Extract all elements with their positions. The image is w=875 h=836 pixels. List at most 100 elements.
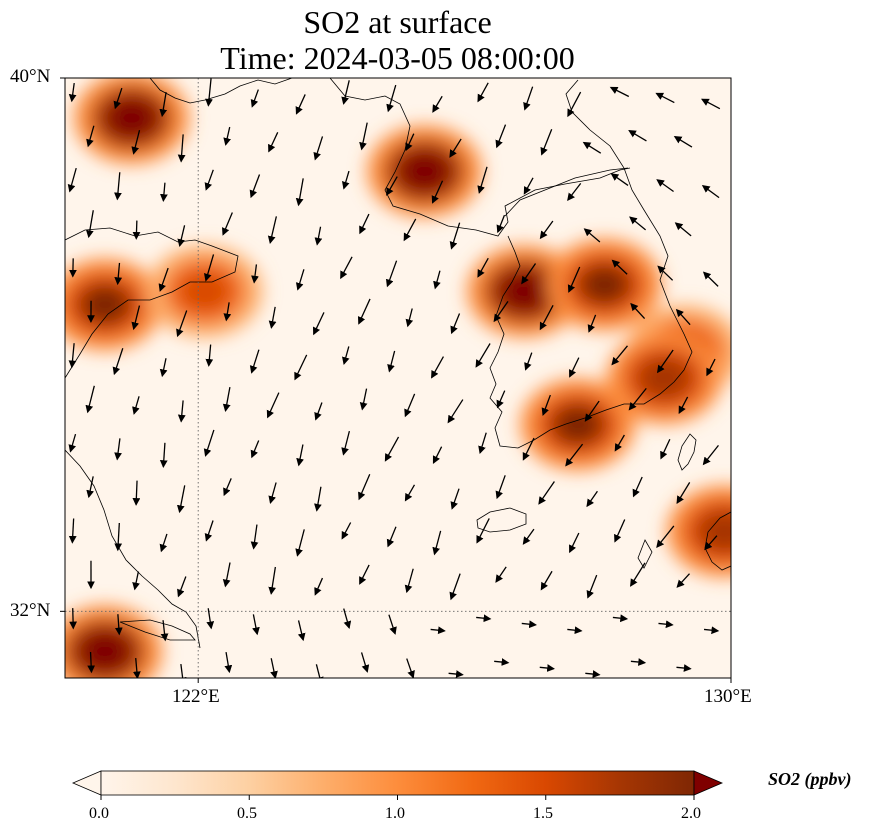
wind-arrow [660, 438, 671, 460]
wind-arrow [176, 310, 188, 338]
wind-arrow [359, 388, 368, 411]
wind-arrow [632, 476, 643, 498]
wind-arrow [268, 132, 279, 153]
wind-arrow [359, 564, 370, 585]
wind-arrow [68, 343, 77, 369]
wind-arrow [384, 436, 400, 462]
wind-arrow [357, 298, 371, 325]
wind-arrow [431, 180, 444, 204]
wind-arrow [296, 444, 304, 467]
wind-arrow [565, 443, 584, 467]
wind-arrow [521, 620, 537, 629]
wind-arrow [476, 614, 492, 623]
wind-arrow [405, 308, 414, 328]
wind-arrow [159, 92, 168, 118]
wind-arrow [478, 432, 487, 455]
lat-tick-label-40: 40°N [10, 66, 51, 87]
wind-arrow [343, 608, 352, 630]
wind-arrow [294, 354, 308, 381]
colorbar-tick-2: 1.0 [385, 805, 405, 822]
wind-arrow [249, 349, 260, 374]
wind-arrow [176, 485, 186, 514]
wind-arrow [586, 490, 598, 508]
wind-arrow [114, 172, 122, 201]
wind-arrow [223, 478, 232, 497]
wind-arrow [177, 400, 186, 423]
korea-border [504, 167, 629, 217]
wind-arrow [113, 87, 123, 110]
axis-ticks [60, 77, 732, 683]
so2-concentration-layer [65, 78, 731, 678]
wind-arrow [432, 530, 442, 556]
wind-arrow [477, 82, 489, 103]
wind-arrow [86, 125, 95, 148]
wind-arrow [160, 182, 168, 202]
wind-arrow [450, 313, 461, 335]
wind-arrow [704, 535, 718, 551]
wind-arrow [676, 664, 692, 672]
wind-arrow [295, 178, 304, 207]
wind-arrow [583, 228, 601, 243]
chart-title: SO2 at surface [303, 4, 492, 40]
wind-arrow [132, 396, 140, 415]
wind-arrow [204, 169, 214, 191]
wind-arrow [132, 571, 140, 591]
colorbar-gradient [100, 770, 695, 796]
wind-arrow [496, 214, 506, 234]
wind-arrow [177, 134, 186, 163]
wind-arrow [541, 394, 551, 416]
wind-arrow [132, 657, 141, 678]
wind-arrow [68, 82, 77, 103]
wind-arrow [312, 312, 325, 336]
wind-arrow [539, 220, 554, 240]
wind-arrow [614, 434, 625, 452]
wind-arrow [358, 473, 371, 501]
so2-hotspot-busan-tsushima [699, 511, 731, 552]
wind-arrow [628, 130, 647, 142]
wind-arrow [314, 226, 323, 246]
lon-tick-label-122: 122°E [172, 686, 220, 707]
wind-arrow [386, 84, 397, 113]
wind-arrow [540, 570, 553, 591]
colorbar-tick-4: 2.0 [681, 805, 701, 822]
wind-arrow [159, 533, 168, 553]
wind-arrow [569, 357, 580, 378]
jeju-island [476, 507, 527, 533]
wind-arrow [268, 306, 277, 329]
wind-arrow [449, 222, 461, 250]
so2-hotspot-central-korea [579, 264, 630, 305]
wind-arrow [523, 86, 534, 111]
wind-arrow [524, 352, 533, 371]
wind-arrow [295, 529, 305, 557]
so2-hotspot-pohang [639, 358, 690, 398]
wind-arrow [674, 222, 692, 237]
wind-arrow [270, 658, 278, 678]
wind-arrow [585, 670, 601, 678]
wind-arrow [177, 225, 186, 248]
wind-arrow [205, 78, 213, 107]
wind-arrow [587, 314, 597, 333]
wind-arrow [314, 577, 324, 596]
so2-hotspot-shandong [79, 284, 130, 325]
wind-arrow [342, 346, 350, 366]
wind-arrow [538, 481, 555, 505]
wind-arrow [341, 170, 350, 190]
wind-arrow [221, 212, 233, 236]
wind-arrow [222, 562, 231, 588]
wind-arrow [658, 620, 674, 629]
wind-arrow [628, 387, 647, 411]
wind-arrow [222, 387, 231, 412]
wind-arrow [177, 576, 187, 598]
wind-arrow [629, 216, 647, 231]
wind-arrow [132, 220, 141, 240]
wind-arrow [340, 256, 353, 280]
wind-arrow [569, 532, 580, 554]
wind-arrow [404, 484, 416, 502]
colorbar-tick-3: 1.5 [533, 805, 553, 822]
wind-arrow [567, 91, 582, 118]
lat-tick-label-32: 32°N [10, 600, 51, 621]
wind-arrow [630, 562, 646, 587]
wind-arrow [266, 392, 280, 419]
wind-arrow [521, 263, 537, 285]
